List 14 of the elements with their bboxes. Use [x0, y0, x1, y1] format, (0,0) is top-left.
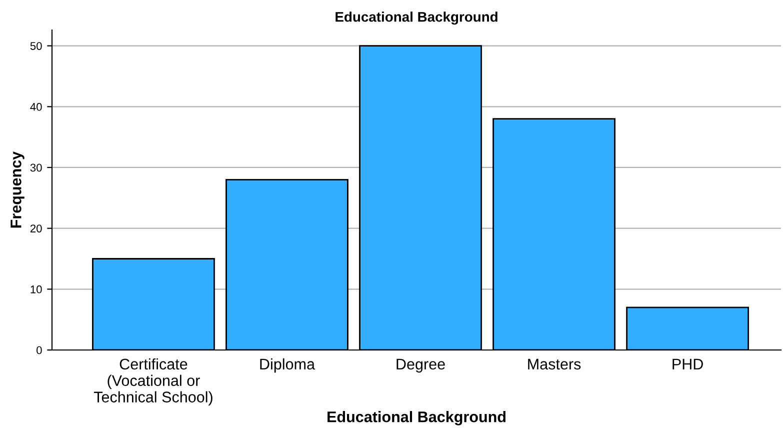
x-tick-label: Diploma: [260, 358, 316, 373]
x-axis-title: Educational Background: [328, 411, 506, 426]
y-tick-label: 0: [36, 346, 42, 354]
y-axis-title: Frequency: [10, 151, 24, 228]
y-tick-label: 30: [30, 164, 42, 172]
chart-title: Educational Background: [336, 12, 498, 25]
y-tick-label: 40: [30, 102, 42, 111]
x-tick-label: Masters: [528, 358, 581, 370]
x-tick-label: Degree: [396, 358, 445, 373]
x-tick-label: PHD: [672, 358, 703, 370]
x-tick-label: Certificate (Vocational or Technical School): [94, 358, 212, 406]
y-tick-label: 50: [30, 42, 42, 50]
y-tick-label: 10: [30, 285, 42, 294]
y-tick-label: 20: [30, 224, 42, 232]
